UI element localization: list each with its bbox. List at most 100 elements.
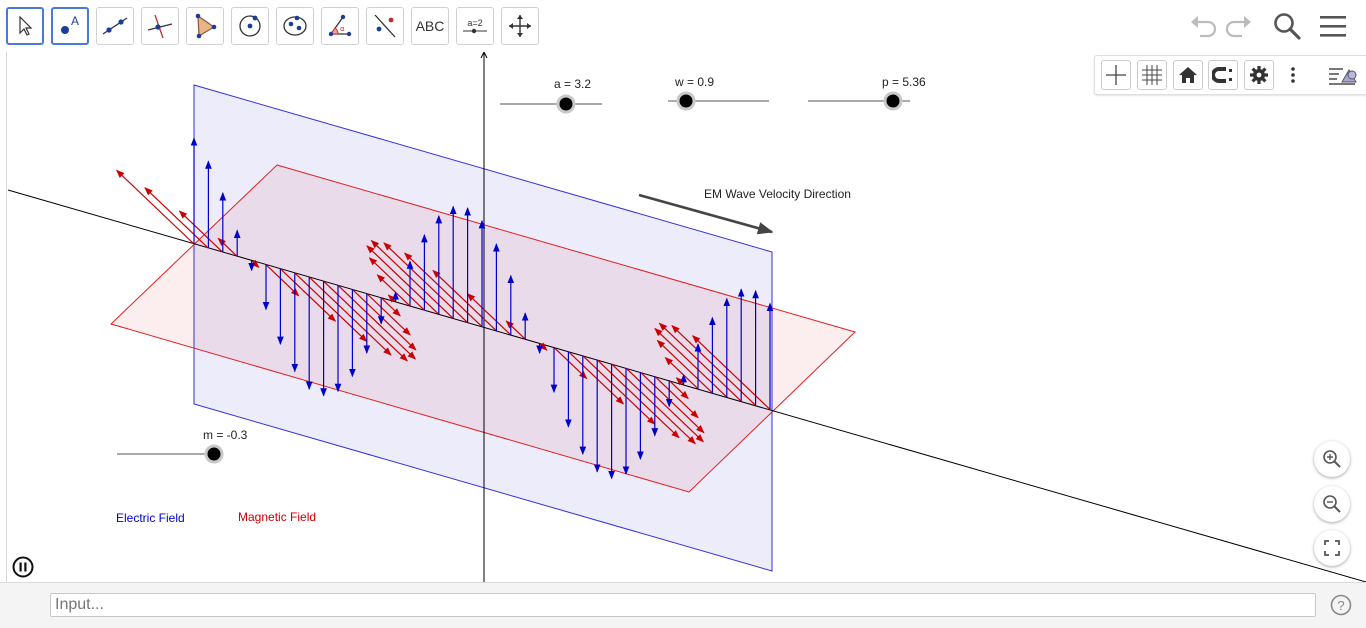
axes-icon [1106,65,1126,85]
help-icon: ? [1330,594,1352,616]
magnetic-field-plane [110,164,856,493]
magnetic-field-vector [265,264,300,297]
text-tool-button[interactable]: ABC [411,7,449,45]
magnetic-field-vector [432,269,497,332]
magnetic-field-vector [376,274,411,307]
redo-button[interactable] [1222,10,1256,42]
point-tool-button[interactable]: A [51,7,89,45]
magnetic-field-vector [308,276,392,356]
slider-m-handle[interactable] [204,444,224,464]
magnetic-field-vector [668,380,689,400]
slider-p-label: p = 5.36 [882,75,926,89]
ellipse-tool-button[interactable] [276,7,314,45]
magnetic-field-vector [387,294,397,303]
magnetic-field-vector [675,377,685,386]
more-options-button[interactable] [1283,60,1303,90]
perpendicular-line-tool-button[interactable] [141,7,179,45]
magnetic-field-vector [366,245,440,315]
magnetic-field-vector [553,346,588,380]
svg-text:?: ? [1337,598,1344,613]
magnetic-field-vector [368,257,425,311]
zoom-in-button[interactable] [1314,441,1350,477]
slider-p-handle[interactable] [883,91,903,111]
input-help-button[interactable]: ? [1330,594,1352,616]
magnetic-field-vector [144,187,209,249]
magnetic-field-vector [625,367,704,443]
magnetic-field-vector [116,169,195,245]
magnetic-field-vector [567,351,625,405]
search-button[interactable] [1270,10,1304,42]
magnetic-field-vector [656,339,713,394]
magnetic-field-vector [337,284,416,360]
perpendicular-line-icon [147,14,173,39]
algebra-input-field[interactable] [50,593,1316,617]
pause-icon [12,556,34,578]
pause-animation-button[interactable] [12,556,34,578]
slider-icon [463,28,487,34]
zoom-out-icon [1323,495,1341,513]
polygon-tool-button[interactable] [186,7,224,45]
magnetic-field-vector [505,320,526,340]
move-tool-button[interactable] [6,7,44,45]
line-tool-button[interactable] [96,7,134,45]
fullscreen-button[interactable] [1314,530,1350,566]
y-axis-arrow [480,52,488,59]
polygon-icon [195,13,217,39]
circle-icon [239,15,261,37]
graphics-settings-button[interactable] [1244,60,1274,90]
main-menu-button[interactable] [1316,10,1350,42]
magnetic-field-vector [654,327,728,398]
fullscreen-icon [1324,540,1340,556]
toggle-style-bar-button[interactable] [1325,60,1361,90]
slider-tool-label: a=2 [467,18,483,28]
graphics-view[interactable]: a = 3.2 w = 0.9 p = 5.36 m = -0.3 EM Wav… [0,52,1366,582]
zoom-in-icon [1323,450,1341,468]
magnetic-field-vector [279,268,337,322]
magnetic-field-label: Magnetic Field [238,510,317,524]
slider-a-label: a = 3.2 [554,77,592,91]
magnetic-field-vector [658,322,742,402]
algebra-input-bar: ? [0,582,1366,628]
line-icon [102,17,128,35]
svg-text:A: A [71,14,79,28]
move-arrows-icon [509,15,531,37]
standard-view-button[interactable] [1173,60,1203,90]
slider-a-handle[interactable] [556,94,576,114]
point-icon: A [61,14,79,34]
magnetic-field-vector [380,297,401,317]
magnetic-field-vector [217,237,238,257]
wave-scene [7,52,1366,582]
point-capturing-button[interactable] [1208,60,1238,90]
show-axes-button[interactable] [1101,60,1131,90]
reflect-tool-button[interactable] [366,7,404,45]
circle-tool-button[interactable] [231,7,269,45]
redo-icon [1225,16,1251,38]
slider-tool-button[interactable]: a=2 [456,7,494,45]
show-grid-button[interactable] [1137,60,1167,90]
slider-m-label: m = -0.3 [203,428,248,442]
magnetic-field-vectors [116,169,771,445]
magnetic-field-vector [294,272,368,343]
electric-field-label: Electric Field [116,511,185,525]
magnetic-field-vector [466,293,512,336]
magnetic-field-vector [664,357,699,390]
move-graphics-view-tool-button[interactable] [501,7,539,45]
magnetic-field-vector [366,293,411,336]
electric-field-plane [193,84,773,572]
ellipse-icon [283,15,307,36]
cursor-arrow-icon [19,15,33,36]
more-vertical-icon [1291,67,1295,83]
electric-field-vectors [190,137,774,480]
undo-button[interactable] [1186,10,1220,42]
magnetic-field-vector [692,335,771,410]
magnet-icon [1212,67,1232,83]
search-icon [1274,13,1301,40]
hamburger-menu-icon [1320,16,1346,37]
velocity-direction-label: EM Wave Velocity Direction [704,187,851,201]
gear-icon [1250,66,1268,84]
magnetic-field-vector [596,359,680,439]
slider-w-handle[interactable] [676,91,696,111]
zoom-out-button[interactable] [1314,486,1350,522]
angle-tool-button[interactable]: α [321,7,359,45]
toolbar: A α ABC a=2 [0,0,1366,53]
